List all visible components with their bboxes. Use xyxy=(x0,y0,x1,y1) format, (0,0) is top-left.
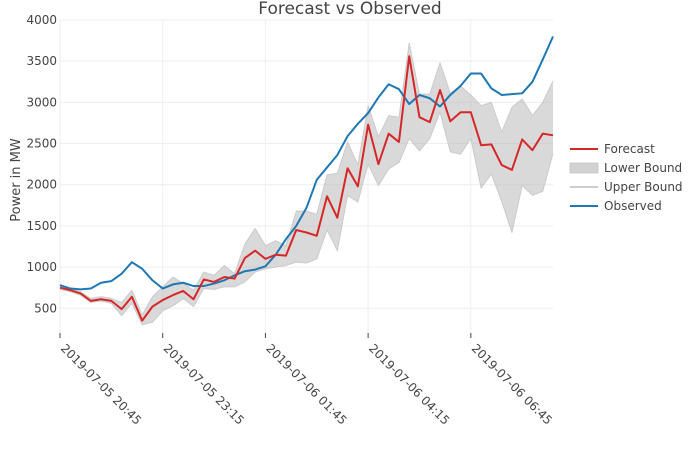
x-axis-ticks: 2019-07-05 20:45 2019-07-05 23:15 2019-07-… xyxy=(58,333,555,428)
legend-label: Upper Bound xyxy=(604,180,683,194)
y-tick-label: 500 xyxy=(34,301,57,315)
upper-bound-line xyxy=(59,42,554,316)
y-axis-title: Power in MW xyxy=(9,138,24,222)
x-tick-label: 2019-07-05 20:45 xyxy=(58,341,144,427)
legend-label: Observed xyxy=(604,199,662,213)
legend-label: Lower Bound xyxy=(604,161,682,175)
legend-swatch xyxy=(569,162,599,174)
x-tick-label: 2019-07-05 23:15 xyxy=(161,341,247,427)
legend: Forecast Lower Bound Upper Bound Observed xyxy=(569,142,683,213)
chart-title: Forecast vs Observed xyxy=(258,0,441,19)
gridlines xyxy=(59,19,553,333)
y-tick-label: 2000 xyxy=(26,178,57,192)
y-tick-label: 4000 xyxy=(26,13,57,27)
y-tick-label: 3500 xyxy=(26,54,57,68)
legend-label: Forecast xyxy=(604,142,655,156)
y-tick-label: 1000 xyxy=(26,260,57,274)
y-tick-label: 3000 xyxy=(26,95,57,109)
forecast-line xyxy=(59,55,554,322)
y-tick-label: 1500 xyxy=(26,219,57,233)
y-tick-label: 2500 xyxy=(26,137,57,151)
bounds-band-area xyxy=(60,43,553,325)
series-lines xyxy=(59,36,554,326)
observed-line xyxy=(59,36,554,291)
lower-bound-line xyxy=(59,111,554,326)
x-tick-label: 2019-07-06 04:15 xyxy=(366,341,452,427)
y-axis-ticks: 500 1000 1500 2000 2500 3000 3500 4000 xyxy=(26,13,57,315)
bounds-band xyxy=(60,43,553,325)
x-tick-label: 2019-07-06 06:45 xyxy=(469,341,555,427)
x-tick-label: 2019-07-06 01:45 xyxy=(263,341,349,427)
